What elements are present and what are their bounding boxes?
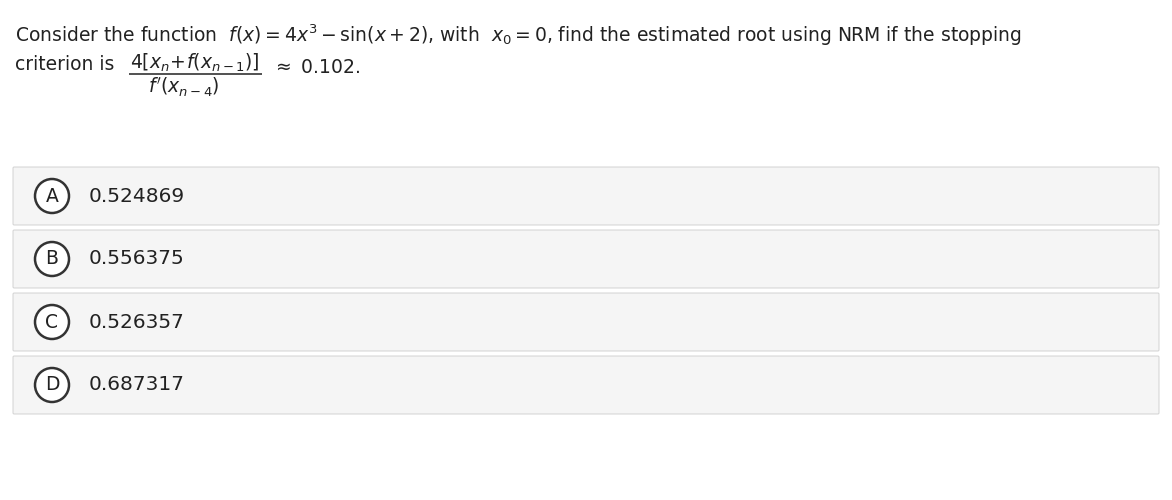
FancyBboxPatch shape bbox=[13, 293, 1159, 351]
Text: B: B bbox=[46, 250, 59, 268]
Circle shape bbox=[35, 305, 69, 339]
Text: $\approx$ 0.102.: $\approx$ 0.102. bbox=[272, 58, 361, 77]
Text: 0.524869: 0.524869 bbox=[89, 186, 185, 206]
Text: $4[x_n\!+\!f(x_{n-1})]$: $4[x_n\!+\!f(x_{n-1})]$ bbox=[130, 52, 259, 74]
Text: $f'(x_{n-4})$: $f'(x_{n-4})$ bbox=[148, 76, 219, 100]
Text: D: D bbox=[45, 376, 60, 394]
Text: C: C bbox=[46, 312, 59, 332]
Text: criterion is: criterion is bbox=[15, 55, 115, 74]
Text: A: A bbox=[46, 186, 59, 206]
Circle shape bbox=[35, 242, 69, 276]
FancyBboxPatch shape bbox=[13, 356, 1159, 414]
FancyBboxPatch shape bbox=[13, 167, 1159, 225]
FancyBboxPatch shape bbox=[13, 230, 1159, 288]
Circle shape bbox=[35, 179, 69, 213]
Text: 0.526357: 0.526357 bbox=[89, 312, 185, 332]
Text: 0.556375: 0.556375 bbox=[89, 250, 185, 268]
Text: 0.687317: 0.687317 bbox=[89, 376, 185, 394]
Circle shape bbox=[35, 368, 69, 402]
Text: Consider the function  $f(x) = 4x^3 - \sin(x + 2)$, with  $x_0 = 0$, find the es: Consider the function $f(x) = 4x^3 - \si… bbox=[15, 22, 1022, 48]
